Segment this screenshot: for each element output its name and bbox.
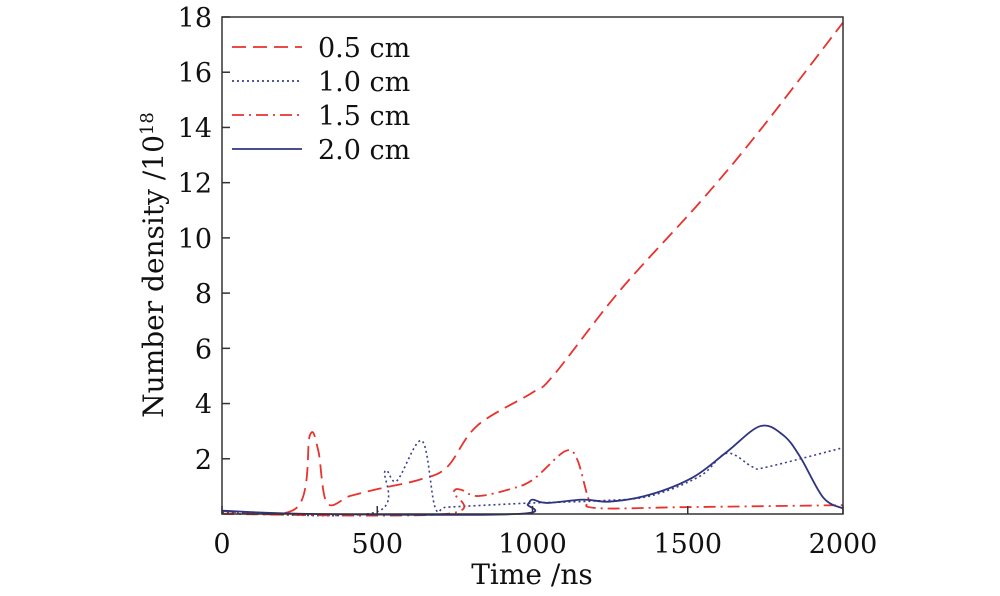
y-tick-label: 4 <box>195 390 212 421</box>
x-tick-label: 1000 <box>498 529 567 560</box>
series-lines <box>221 21 844 517</box>
plot-frame <box>221 16 844 515</box>
x-tick-label: 1500 <box>653 529 722 560</box>
x-tick-label: 500 <box>351 529 403 560</box>
y-tick-label: 10 <box>178 224 212 255</box>
y-tick-label: 12 <box>178 169 212 200</box>
legend: 0.5 cm1.0 cm1.5 cm2.0 cm <box>232 33 410 166</box>
series-line-0-5-cm <box>221 21 844 516</box>
y-tick-label: 8 <box>195 279 212 310</box>
series-line-2-0-cm <box>221 424 844 516</box>
y-axis-label-text: Number density /10 <box>137 135 170 418</box>
y-tick-label: 6 <box>195 334 212 365</box>
legend-label: 2.0 cm <box>318 135 410 166</box>
legend-label: 1.0 cm <box>318 67 410 98</box>
legend-label: 1.5 cm <box>318 101 410 132</box>
y-axis-label-exponent: 18 <box>137 112 158 135</box>
y-axis-label: Number density /1018 <box>137 112 170 418</box>
y-tick-label: 16 <box>178 58 212 89</box>
y-tick-label: 2 <box>195 445 212 476</box>
series-line-1-0-cm <box>221 440 844 517</box>
series-line-1-5-cm <box>221 449 844 517</box>
x-tick-label: 0 <box>213 529 230 560</box>
legend-label: 0.5 cm <box>318 33 410 64</box>
x-axis-label: Time /ns <box>471 558 593 591</box>
x-tick-label: 2000 <box>809 529 878 560</box>
axis-ticks: 0 500 1000 1500 2000 2 4 6 8 10 12 14 16 18 <box>178 3 878 560</box>
y-tick-label: 14 <box>178 113 212 144</box>
y-tick-label: 18 <box>178 3 212 34</box>
